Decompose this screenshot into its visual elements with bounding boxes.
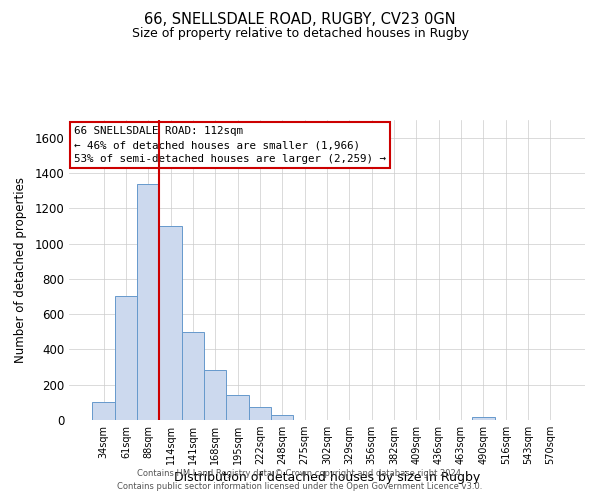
Bar (271, 414, 293, 420)
Bar (115, 296, 137, 420)
Text: Contains HM Land Registry data © Crown copyright and database right 2024.: Contains HM Land Registry data © Crown c… (137, 468, 463, 477)
Bar (137, 184, 160, 420)
Text: 66 SNELLSDALE ROAD: 112sqm
← 46% of detached houses are smaller (1,966)
53% of s: 66 SNELLSDALE ROAD: 112sqm ← 46% of deta… (74, 126, 386, 164)
Bar (472, 418, 494, 420)
Bar (249, 407, 271, 420)
Bar (182, 332, 204, 420)
Y-axis label: Number of detached properties: Number of detached properties (14, 177, 28, 363)
Bar (92, 402, 115, 420)
X-axis label: Distribution of detached houses by size in Rugby: Distribution of detached houses by size … (174, 472, 480, 484)
Bar (204, 370, 226, 420)
Text: Size of property relative to detached houses in Rugby: Size of property relative to detached ho… (131, 28, 469, 40)
Text: Contains public sector information licensed under the Open Government Licence v3: Contains public sector information licen… (118, 482, 482, 491)
Text: 66, SNELLSDALE ROAD, RUGBY, CV23 0GN: 66, SNELLSDALE ROAD, RUGBY, CV23 0GN (144, 12, 456, 28)
Bar (226, 396, 249, 420)
Bar (160, 226, 182, 420)
